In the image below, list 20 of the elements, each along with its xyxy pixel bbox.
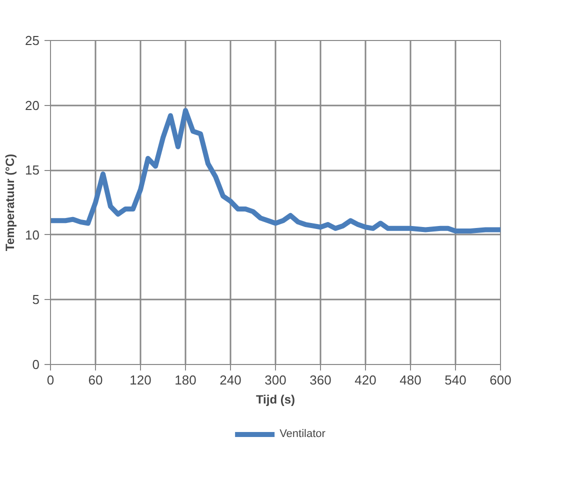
x-tick-label: 240 <box>220 372 242 388</box>
y-tick-label: 0 <box>32 357 40 372</box>
x-axis-title: Tijd (s) <box>256 392 296 406</box>
x-tick-label: 60 <box>88 372 103 388</box>
y-tick-label: 10 <box>25 227 40 242</box>
x-tick-label: 540 <box>444 372 466 388</box>
x-tick-label: 0 <box>46 372 54 388</box>
y-tick-label: 25 <box>25 33 40 48</box>
x-tick-label: 420 <box>354 372 376 388</box>
x-tick-label: 300 <box>264 372 286 388</box>
y-axis-title: Temperatuur (°C) <box>3 154 18 252</box>
x-tick-label: 180 <box>174 372 196 388</box>
y-tick-label: 15 <box>25 162 40 178</box>
x-tick-label: 480 <box>400 372 422 388</box>
y-tick-label: 5 <box>32 292 40 308</box>
y-tick-label: 20 <box>25 98 40 113</box>
legend-label: Ventilator <box>280 428 326 440</box>
x-tick-label: 360 <box>310 372 332 388</box>
x-tick-label: 600 <box>490 372 512 388</box>
x-tick-label: 120 <box>130 372 152 388</box>
